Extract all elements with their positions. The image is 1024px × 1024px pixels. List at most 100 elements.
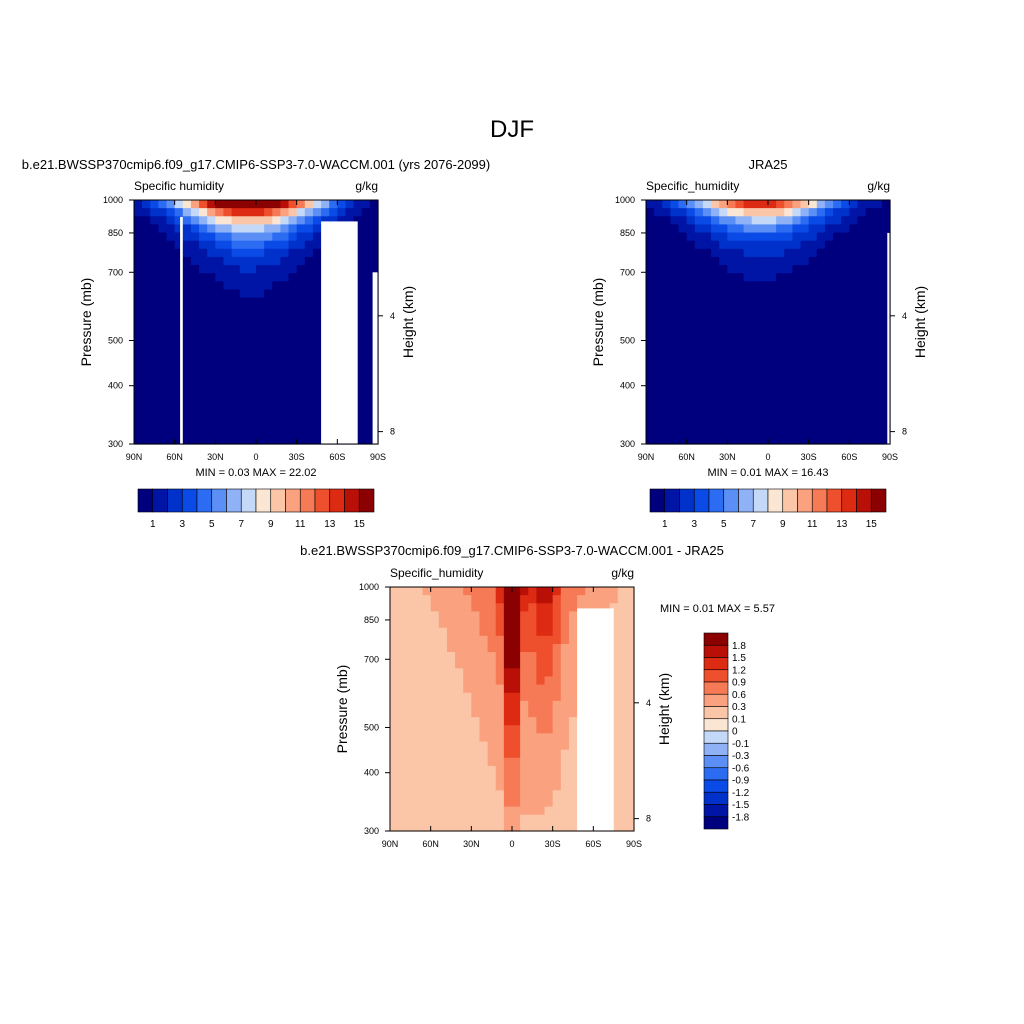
field-cell	[479, 709, 489, 718]
field-cell	[296, 419, 306, 429]
field-cell	[617, 790, 627, 800]
field-cell	[609, 660, 619, 669]
field-cell	[304, 330, 314, 339]
field-cell	[256, 322, 265, 331]
panel-obs-title: JRA25	[748, 157, 787, 172]
field-cell	[247, 305, 257, 315]
field-cell	[199, 435, 208, 445]
field-cell	[544, 757, 554, 767]
field-cell	[768, 427, 777, 437]
field-cell	[471, 676, 481, 686]
field-cell	[142, 395, 151, 404]
field-cell	[256, 395, 265, 404]
field-cell	[625, 741, 635, 751]
field-cell	[463, 725, 472, 734]
field-cell	[487, 643, 497, 653]
field-cell	[199, 387, 208, 396]
field-cell	[784, 265, 793, 274]
field-cell	[841, 313, 850, 323]
field-cell	[544, 611, 554, 621]
field-cell	[711, 305, 720, 315]
field-cell	[438, 749, 448, 759]
field-cell	[247, 216, 257, 225]
field-cell	[800, 387, 810, 396]
field-cell	[463, 643, 472, 653]
field-cell	[670, 378, 680, 388]
field-cell	[552, 652, 562, 661]
field-cell	[353, 305, 363, 315]
field-cell	[670, 411, 680, 421]
field-cell	[296, 322, 306, 331]
field-cell	[735, 248, 745, 258]
field-cell	[857, 273, 867, 282]
field-cell	[617, 619, 627, 629]
field-cell	[743, 378, 753, 388]
field-cell	[552, 757, 562, 767]
field-cell	[239, 387, 249, 396]
field-cell	[568, 814, 578, 824]
field-cell	[182, 256, 192, 266]
field-cell	[166, 338, 176, 347]
field-cell	[735, 297, 745, 307]
field-cell	[463, 603, 472, 612]
field-cell	[670, 297, 680, 307]
field-cell	[528, 798, 537, 808]
field-cell	[174, 427, 184, 437]
field-cell	[816, 395, 826, 404]
field-cell	[824, 273, 834, 282]
field-cell	[662, 346, 671, 356]
colorbar-swatch	[703, 718, 729, 732]
field-cell	[280, 419, 290, 429]
field-cell	[751, 395, 761, 404]
panel-diff-units: g/kg	[611, 566, 634, 580]
field-cell	[751, 338, 761, 347]
field-cell	[617, 603, 627, 612]
field-cell	[808, 240, 818, 250]
field-cell	[528, 652, 537, 661]
field-cell	[544, 652, 554, 661]
field-cell	[174, 265, 184, 274]
field-cell	[759, 216, 769, 225]
field-cell	[609, 595, 619, 604]
field-cell	[552, 741, 562, 751]
field-cell	[625, 652, 635, 661]
field-cell	[816, 289, 826, 299]
x-tick-label: 60N	[166, 452, 183, 462]
field-cell	[751, 305, 761, 315]
field-cell	[199, 265, 208, 274]
field-cell	[743, 370, 753, 380]
field-cell	[873, 411, 883, 421]
colorbar-label: 0.9	[732, 678, 746, 689]
field-cell	[662, 297, 671, 307]
field-cell	[239, 265, 249, 274]
field-cell	[792, 403, 802, 413]
field-cell	[495, 676, 505, 686]
field-cell	[337, 208, 347, 217]
y-tick-label: 300	[620, 439, 635, 449]
field-cell	[865, 395, 875, 404]
field-cell	[552, 798, 562, 808]
field-cell	[585, 587, 594, 596]
panel-model-field	[134, 200, 379, 445]
field-cell	[662, 370, 671, 380]
field-cell	[833, 216, 842, 225]
field-cell	[800, 411, 810, 421]
field-cell	[873, 395, 883, 404]
field-cell	[625, 660, 635, 669]
field-cell	[536, 774, 546, 783]
field-cell	[471, 643, 481, 653]
field-cell	[471, 700, 481, 710]
field-cell	[158, 256, 168, 266]
field-cell	[182, 411, 192, 421]
field-cell	[158, 370, 168, 380]
field-cell	[215, 370, 225, 380]
field-cell	[881, 427, 891, 437]
field-cell	[438, 798, 448, 808]
field-cell	[353, 216, 363, 225]
field-cell	[361, 395, 371, 404]
field-cell	[174, 395, 184, 404]
field-cell	[849, 240, 859, 250]
field-cell	[361, 240, 371, 250]
field-cell	[390, 782, 399, 791]
field-cell	[471, 757, 481, 767]
